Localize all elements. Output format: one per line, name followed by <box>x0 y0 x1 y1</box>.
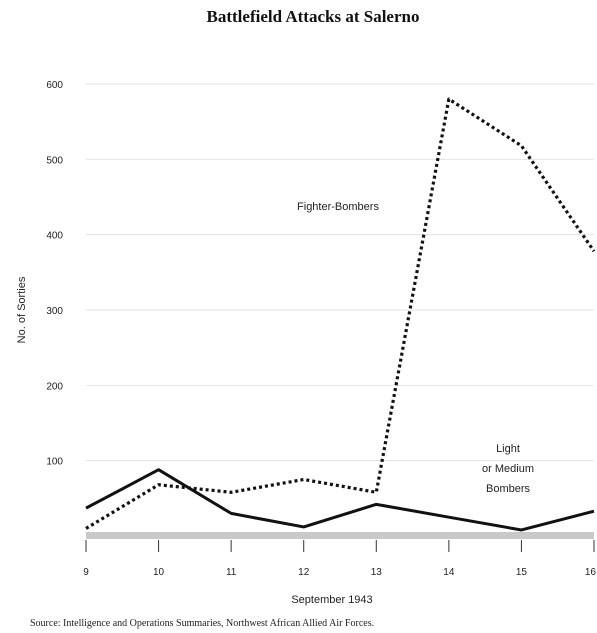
x-axis-label: September 1943 <box>291 594 372 606</box>
gridlines <box>86 83 594 462</box>
y-tick-label: 500 <box>46 155 63 166</box>
series-label-fighter-bombers: Fighter-Bombers <box>297 201 379 213</box>
x-tick-label: 10 <box>153 567 165 578</box>
x-tick-label: 12 <box>298 567 310 578</box>
chart-title: Battlefield Attacks at Salerno <box>207 7 420 26</box>
y-tick-label: 400 <box>46 231 63 242</box>
series-label-light-medium-bombers-line-2: or Medium <box>482 463 534 475</box>
series-label-light-medium-bombers-line-1: Light <box>496 443 520 455</box>
series-line-1 <box>85 468 595 532</box>
x-tick-label: 11 <box>226 567 237 578</box>
x-axis-ticks: 9 10 11 12 13 14 15 16 <box>83 540 596 578</box>
y-axis-ticks: 100 200 300 400 500 600 <box>46 80 63 468</box>
source-note: Source: Intelligence and Operations Summ… <box>30 618 374 629</box>
series-line-0 <box>85 97 596 530</box>
y-tick-label: 200 <box>46 381 63 392</box>
x-tick-label: 15 <box>516 567 528 578</box>
series-lines <box>85 97 596 532</box>
x-axis-band <box>86 532 594 539</box>
y-tick-label: 100 <box>46 457 63 468</box>
x-tick-label: 13 <box>371 567 383 578</box>
y-axis-label: No. of Sorties <box>16 276 28 343</box>
x-tick-label: 9 <box>83 567 89 578</box>
series-label-light-medium-bombers-line-3: Bombers <box>486 483 531 495</box>
x-tick-label: 14 <box>443 567 455 578</box>
y-tick-label: 300 <box>46 306 63 317</box>
x-tick-label: 16 <box>585 567 597 578</box>
y-tick-label: 600 <box>46 80 63 91</box>
